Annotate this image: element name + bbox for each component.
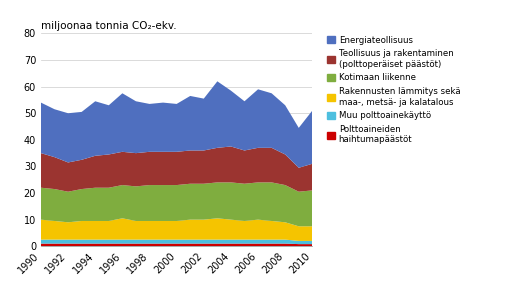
Text: miljoonaa tonnia CO₂-ekv.: miljoonaa tonnia CO₂-ekv. [41,21,177,31]
Legend: Energiateollisuus, Teollisuus ja rakentaminen
(polttoperäiset päästöt), Kotimaan: Energiateollisuus, Teollisuus ja rakenta… [328,36,460,144]
